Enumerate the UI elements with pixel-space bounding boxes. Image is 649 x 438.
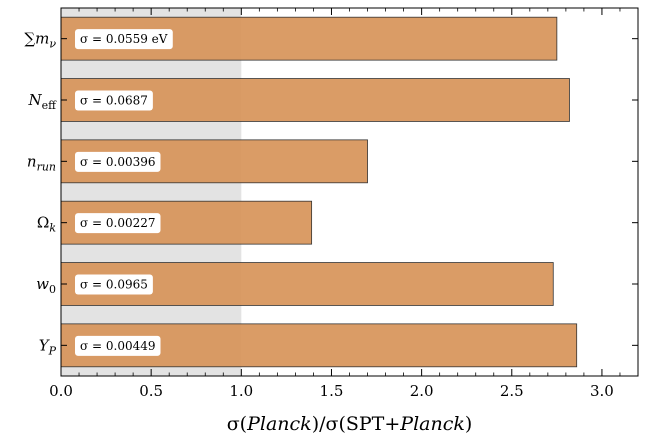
x-tick-label-0: 0.0 xyxy=(49,382,73,400)
category-label-2: nrun xyxy=(27,152,56,173)
shaded-region-layer xyxy=(61,8,242,376)
data-label-1: σ = 0.0687 xyxy=(75,90,153,111)
data-label-box-1 xyxy=(75,90,153,111)
x-tick-label-3: 1.5 xyxy=(320,382,344,400)
data-label-5: σ = 0.00449 xyxy=(75,335,161,356)
data-label-text-3: σ = 0.00227 xyxy=(80,216,156,230)
category-label-1: Neff xyxy=(28,91,58,112)
data-labels-layer: σ = 0.0559 eV σ = 0.0687 σ = 0.00396 σ = 0.… xyxy=(75,29,173,356)
x-tick-label-6: 3.0 xyxy=(590,382,614,400)
data-label-text-4: σ = 0.0965 xyxy=(80,278,148,292)
category-label-4: w0 xyxy=(36,275,56,296)
ticks-layer: ∑mν Neff nrun Ωk w0 YP 0.0 0.5 1.0 1.5 2.0 2.5 3.0 xyxy=(24,8,639,400)
data-label-box-4 xyxy=(75,274,153,295)
data-label-4: σ = 0.0965 xyxy=(75,274,153,295)
data-label-text-2: σ = 0.00396 xyxy=(80,155,156,169)
data-label-box-2 xyxy=(75,151,161,172)
category-label-0: ∑mν xyxy=(24,30,56,51)
data-label-box-5 xyxy=(75,335,161,356)
x-tick-label-1: 0.5 xyxy=(139,382,163,400)
category-label-3: Ωk xyxy=(37,214,56,235)
data-label-0: σ = 0.0559 eV xyxy=(75,29,173,50)
x-tick-label-2: 1.0 xyxy=(229,382,253,400)
x-axis-title: σ(Planck)/σ(SPT+Planck) xyxy=(227,413,473,435)
x-tick-label-5: 2.5 xyxy=(500,382,524,400)
data-label-box-0 xyxy=(75,29,173,50)
category-label-5: YP xyxy=(39,336,57,357)
data-label-text-1: σ = 0.0687 xyxy=(80,94,148,108)
shaded-region xyxy=(61,8,242,376)
data-label-text-0: σ = 0.0559 eV xyxy=(80,32,168,46)
x-tick-label-4: 2.0 xyxy=(410,382,434,400)
data-label-3: σ = 0.00227 xyxy=(75,213,161,234)
data-label-box-3 xyxy=(75,213,161,234)
data-label-2: σ = 0.00396 xyxy=(75,151,161,172)
data-label-text-5: σ = 0.00449 xyxy=(80,339,156,353)
